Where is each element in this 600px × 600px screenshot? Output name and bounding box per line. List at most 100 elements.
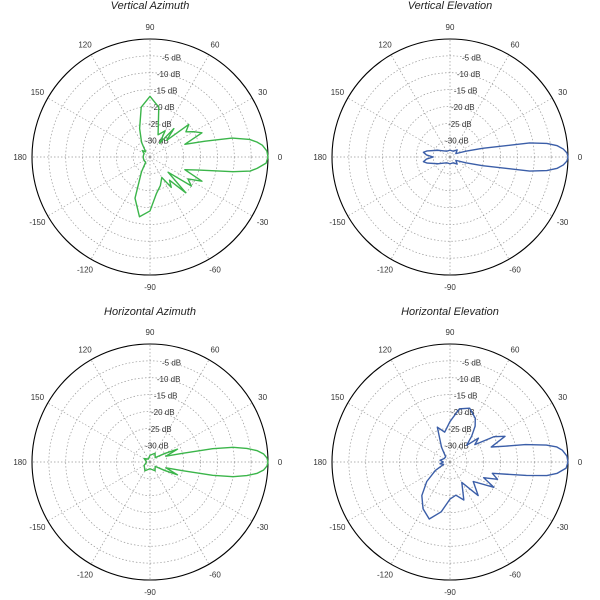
grid-circle (99, 106, 201, 208)
angle-tick-label: -150 (29, 218, 46, 227)
polar-chart: 0 30 60 90 120 150 180 -150 -120 -90 -60 -30 -5 dB -1… (13, 328, 283, 597)
angle-tick-label: -90 (444, 283, 456, 292)
grid-circle (348, 360, 552, 564)
angle-tick-label: -60 (509, 266, 521, 275)
grid-spoke (47, 402, 151, 463)
db-tick-label: -5 dB (162, 358, 181, 367)
db-tick-label: -5 dB (462, 53, 481, 62)
angle-tick-label: -90 (144, 588, 156, 597)
angle-tick-label: -120 (377, 266, 394, 275)
grid-spoke (47, 156, 151, 217)
grid-circle (432, 444, 468, 480)
grid-spoke (149, 402, 253, 463)
chart-panel-vertical-azimuth: Vertical Azimuth 0 30 60 90 120 150 180 -150 -12… (0, 0, 300, 300)
chart-title: Vertical Azimuth (110, 0, 190, 12)
grid-circle (348, 55, 552, 259)
angle-tick-label: -150 (329, 218, 346, 227)
angle-tick-label: -60 (209, 571, 221, 580)
grid-spoke (149, 461, 253, 522)
angle-tick-label: -30 (557, 523, 569, 532)
chart-title: Vertical Elevation (407, 0, 493, 12)
db-tick-label: -30 dB (445, 136, 469, 145)
grid-spoke (347, 461, 451, 522)
db-tick-label: -10 dB (157, 375, 181, 384)
grid-circle (132, 139, 168, 175)
grid-circle (415, 122, 485, 192)
grid-spoke (449, 461, 553, 522)
db-tick-label: -15 dB (154, 87, 178, 96)
angle-tick-label: 30 (258, 88, 267, 97)
angle-tick-label: 120 (378, 345, 392, 354)
angle-tick-label: 90 (446, 23, 455, 32)
angle-tick-label: 90 (146, 328, 155, 337)
grid-circle (399, 106, 501, 208)
angle-tick-label: 180 (13, 458, 27, 467)
grid-circle (48, 360, 252, 564)
grid-circle (99, 411, 201, 513)
polar-chart: 0 30 60 90 120 150 180 -150 -120 -90 -60 -30 -5 dB -1… (313, 328, 582, 597)
db-tick-label: -10 dB (457, 375, 481, 384)
grid-spoke (347, 156, 451, 217)
grid-spoke (149, 359, 210, 463)
angle-tick-label: 180 (313, 458, 327, 467)
angle-tick-label: 60 (211, 40, 220, 49)
angle-tick-label: -90 (144, 283, 156, 292)
angle-tick-label: 0 (278, 458, 283, 467)
angle-tick-label: 150 (31, 88, 45, 97)
db-tick-label: -15 dB (454, 392, 478, 401)
db-tick-label: -25 dB (448, 120, 472, 129)
db-tick-label: -25 dB (448, 425, 472, 434)
angle-tick-label: 120 (378, 40, 392, 49)
polar-chart: 0 30 60 90 120 150 180 -150 -120 -90 -60 -30 -5 dB -1… (313, 23, 583, 292)
angle-tick-label: 30 (258, 393, 267, 402)
grid-spoke (347, 97, 451, 158)
grid-spoke (90, 461, 151, 565)
db-tick-label: -10 dB (457, 70, 481, 79)
grid-spoke (449, 156, 510, 260)
grid-spoke (449, 402, 553, 463)
angle-tick-label: 180 (313, 153, 327, 162)
grid-spoke (90, 156, 151, 260)
grid-spoke (449, 54, 510, 158)
angle-tick-label: 120 (78, 345, 92, 354)
grid-spoke (390, 359, 451, 463)
angle-tick-label: 150 (331, 88, 345, 97)
grid-spoke (449, 97, 553, 158)
db-tick-label: -25 dB (148, 425, 172, 434)
angle-tick-label: 60 (511, 345, 520, 354)
db-tick-label: -30 dB (445, 441, 469, 450)
angle-tick-label: -30 (257, 523, 269, 532)
grid-circle (48, 55, 252, 259)
grid-spoke (347, 402, 451, 463)
db-tick-label: -20 dB (451, 103, 475, 112)
db-tick-label: -10 dB (157, 70, 181, 79)
chart-panel-vertical-elevation: Vertical Elevation 0 30 60 90 120 150 180 -150 -… (300, 0, 600, 300)
db-tick-label: -15 dB (454, 87, 478, 96)
angle-tick-label: 0 (578, 153, 583, 162)
angle-tick-label: 0 (278, 153, 283, 162)
grid-spoke (449, 156, 553, 217)
db-tick-label: -15 dB (154, 392, 178, 401)
angle-tick-label: 30 (558, 88, 567, 97)
angle-tick-label: -60 (209, 266, 221, 275)
angle-tick-label: -150 (329, 523, 346, 532)
angle-tick-label: 90 (146, 23, 155, 32)
grid-spoke (390, 156, 451, 260)
grid-spoke (90, 359, 151, 463)
angle-tick-label: 120 (78, 40, 92, 49)
angle-tick-label: 60 (211, 345, 220, 354)
chart-panel-horizontal-azimuth: Horizontal Azimuth 0 30 60 90 120 150 180 -150 -… (0, 300, 300, 600)
grid-spoke (390, 54, 451, 158)
chart-panel-horizontal-elevation: Horizontal Elevation 0 30 60 90 120 150 180 -15… (300, 300, 600, 600)
grid-spoke (149, 156, 210, 260)
chart-title: Horizontal Azimuth (104, 306, 196, 318)
angle-tick-label: -150 (29, 523, 46, 532)
angle-tick-label: -120 (77, 266, 94, 275)
db-tick-label: -30 dB (145, 136, 169, 145)
angle-tick-label: -30 (257, 218, 269, 227)
angle-tick-label: -120 (77, 571, 94, 580)
db-tick-label: -20 dB (151, 408, 175, 417)
pattern-trace (143, 446, 269, 478)
pattern-trace (421, 407, 569, 520)
grid-circle (132, 444, 168, 480)
